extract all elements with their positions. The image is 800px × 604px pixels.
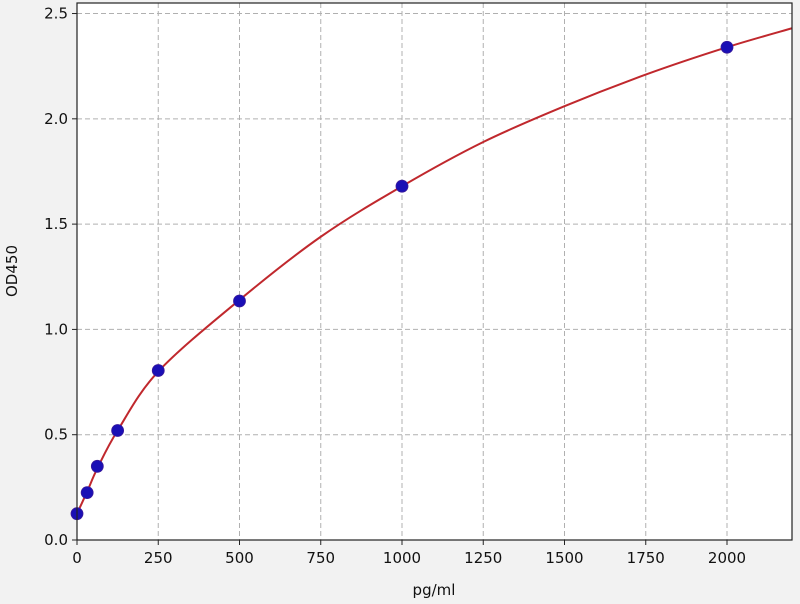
y-tick-label: 0.5 <box>44 426 68 444</box>
data-point <box>111 424 125 437</box>
data-point <box>80 486 94 500</box>
y-axis-ticks: 0.0 0.5 1.0 1.5 2.0 2.5 <box>44 5 77 549</box>
data-point <box>90 459 104 473</box>
plot-frame <box>76 2 793 541</box>
data-points <box>70 40 734 521</box>
x-tick-label: 1750 <box>627 549 665 567</box>
x-axis-label: pg/ml <box>413 581 456 599</box>
x-tick-label: 750 <box>306 549 335 567</box>
x-tick-label: 1250 <box>464 549 502 567</box>
fit-curve <box>76 27 793 515</box>
y-tick-label: 0.0 <box>44 531 68 549</box>
fit-curve-line <box>76 27 793 515</box>
plot-area <box>77 3 792 540</box>
y-axis-label: OD450 <box>3 245 21 297</box>
data-point <box>720 40 734 54</box>
x-tick-label: 2000 <box>708 549 746 567</box>
data-point <box>395 179 409 193</box>
x-tick-label: 500 <box>225 549 254 567</box>
x-axis-ticks: 0 250 500 750 1000 1250 1500 1750 2000 <box>72 540 746 567</box>
x-tick-label: 250 <box>144 549 173 567</box>
data-point <box>151 364 165 377</box>
y-tick-label: 2.0 <box>44 110 68 128</box>
data-point <box>233 294 246 308</box>
x-tick-label: 0 <box>72 549 82 567</box>
x-tick-label: 1000 <box>383 549 421 567</box>
x-tick-label: 1500 <box>545 549 583 567</box>
y-tick-label: 1.0 <box>44 320 68 338</box>
y-tick-label: 1.5 <box>44 215 68 233</box>
y-tick-label: 2.5 <box>44 5 68 23</box>
